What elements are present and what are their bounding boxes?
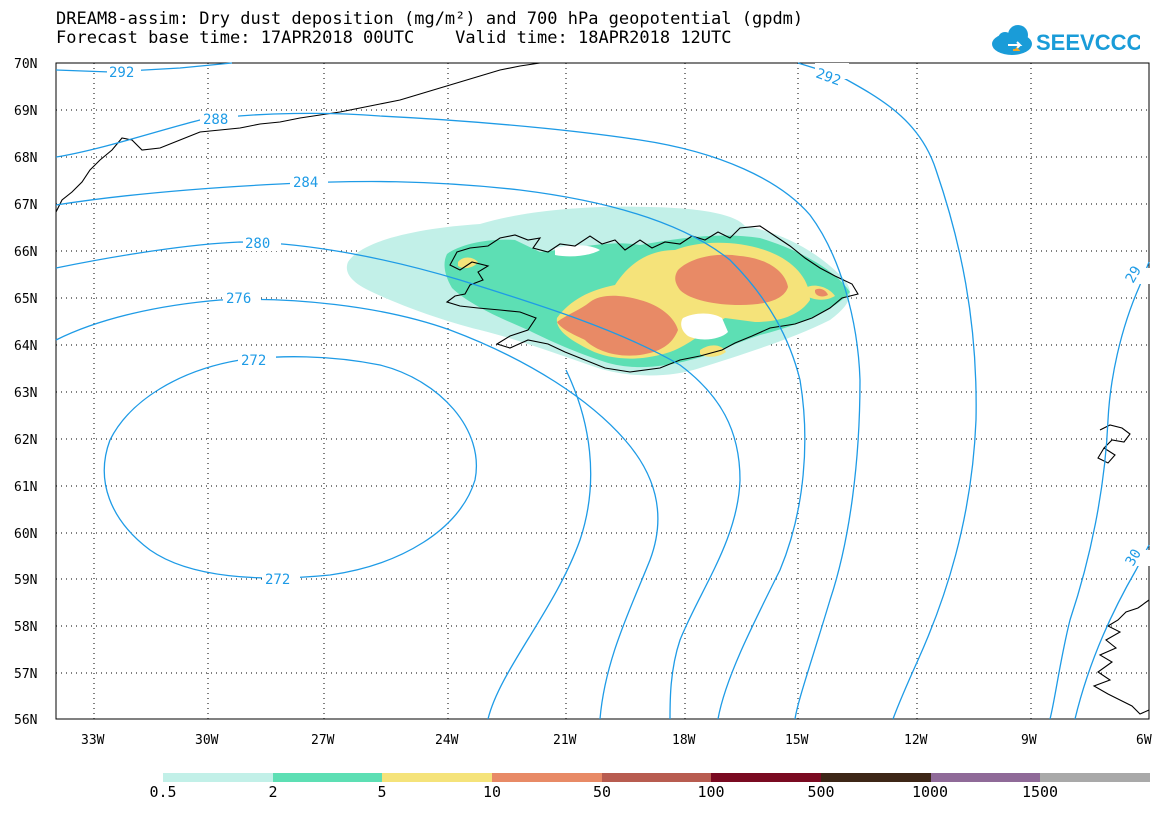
- lat-label: 57N: [14, 667, 37, 682]
- contour-label: 284: [293, 175, 318, 191]
- logo-text: SEEVCCC: [1036, 30, 1140, 55]
- legend-swatch: [163, 773, 273, 782]
- lon-label: 21W: [553, 733, 577, 748]
- lat-label: 59N: [14, 573, 37, 588]
- contour-label: 292: [109, 65, 134, 81]
- lat-label: 61N: [14, 480, 37, 495]
- coastlines: [55, 62, 1150, 715]
- lat-label: 64N: [14, 339, 37, 354]
- lat-label: 66N: [14, 245, 37, 260]
- legend-label: 100: [697, 783, 725, 801]
- legend-label: 10: [482, 783, 502, 801]
- contour-labels: 292 292 288 284 280 276 272 272 29 30: [107, 63, 1150, 588]
- map-title-line1: DREAM8-assim: Dry dust deposition (mg/m²…: [56, 9, 804, 29]
- lon-label: 9W: [1021, 733, 1037, 748]
- lat-label: 56N: [14, 713, 37, 728]
- lat-label: 69N: [14, 104, 37, 119]
- contour-label: 280: [245, 236, 270, 252]
- color-legend: [163, 773, 1151, 782]
- legend-label: 1500: [1021, 783, 1059, 801]
- lon-label: 15W: [785, 733, 809, 748]
- scotland-coast: [1092, 599, 1150, 715]
- iceland-coast: [445, 225, 859, 373]
- legend-swatch: [601, 773, 712, 782]
- seevccc-logo: SEEVCCC: [992, 25, 1140, 55]
- lat-label: 58N: [14, 620, 37, 635]
- legend-label: 2: [268, 783, 278, 801]
- greenland-coast: [55, 62, 541, 213]
- contour-292: [55, 62, 233, 73]
- contour-label: 30: [1123, 546, 1145, 569]
- lat-label: 60N: [14, 527, 37, 542]
- lon-label: 33W: [81, 733, 105, 748]
- contour-300: [1074, 544, 1150, 720]
- contour-280: [55, 241, 741, 720]
- contour-500-left: [487, 369, 592, 720]
- map-frame: [55, 62, 1150, 720]
- contour-292-east: [797, 62, 977, 720]
- contour-label: 272: [241, 353, 266, 369]
- contour-label: 29: [1123, 263, 1145, 286]
- contour-284: [55, 180, 806, 720]
- contour-label: 272: [265, 572, 290, 588]
- lat-label: 65N: [14, 292, 37, 307]
- legend-label: 0.5: [149, 783, 177, 801]
- legend-label: 5: [377, 783, 387, 801]
- legend-swatch: [711, 773, 822, 782]
- lon-label: 30W: [195, 733, 219, 748]
- legend-swatch: [492, 773, 602, 782]
- contour-label: 288: [203, 112, 228, 128]
- map-title-line2: Forecast base time: 17APR2018 00UTC Vali…: [56, 28, 732, 48]
- contour-276: [55, 298, 659, 720]
- lat-label: 70N: [14, 57, 37, 72]
- lon-label: 6W: [1136, 733, 1152, 748]
- legend-swatch: [272, 773, 383, 782]
- latitude-labels: 70N 69N 68N 67N 66N 65N 64N 63N 62N 61N …: [14, 57, 37, 728]
- legend-label: 500: [807, 783, 835, 801]
- lon-label: 27W: [311, 733, 335, 748]
- lat-label: 67N: [14, 198, 37, 213]
- contour-296: [1049, 261, 1150, 720]
- lon-label: 12W: [904, 733, 928, 748]
- lon-label: 24W: [435, 733, 459, 748]
- contour-label: 276: [226, 291, 251, 307]
- cloud-icon: [992, 25, 1032, 55]
- contour-272: [103, 356, 477, 579]
- lat-label: 62N: [14, 433, 37, 448]
- legend-swatch: [930, 773, 1041, 782]
- graticule: [56, 63, 1149, 719]
- legend-label: 50: [592, 783, 612, 801]
- lon-label: 18W: [672, 733, 696, 748]
- longitude-labels: 33W 30W 27W 24W 21W 18W 15W 12W 9W 6W: [81, 733, 1152, 748]
- lat-label: 63N: [14, 386, 37, 401]
- legend-swatch: [821, 773, 931, 782]
- legend-label: 1000: [911, 783, 949, 801]
- lat-label: 68N: [14, 151, 37, 166]
- legend-swatch: [1040, 773, 1151, 782]
- dust-deposition-field: [346, 206, 851, 376]
- legend-swatch: [382, 773, 493, 782]
